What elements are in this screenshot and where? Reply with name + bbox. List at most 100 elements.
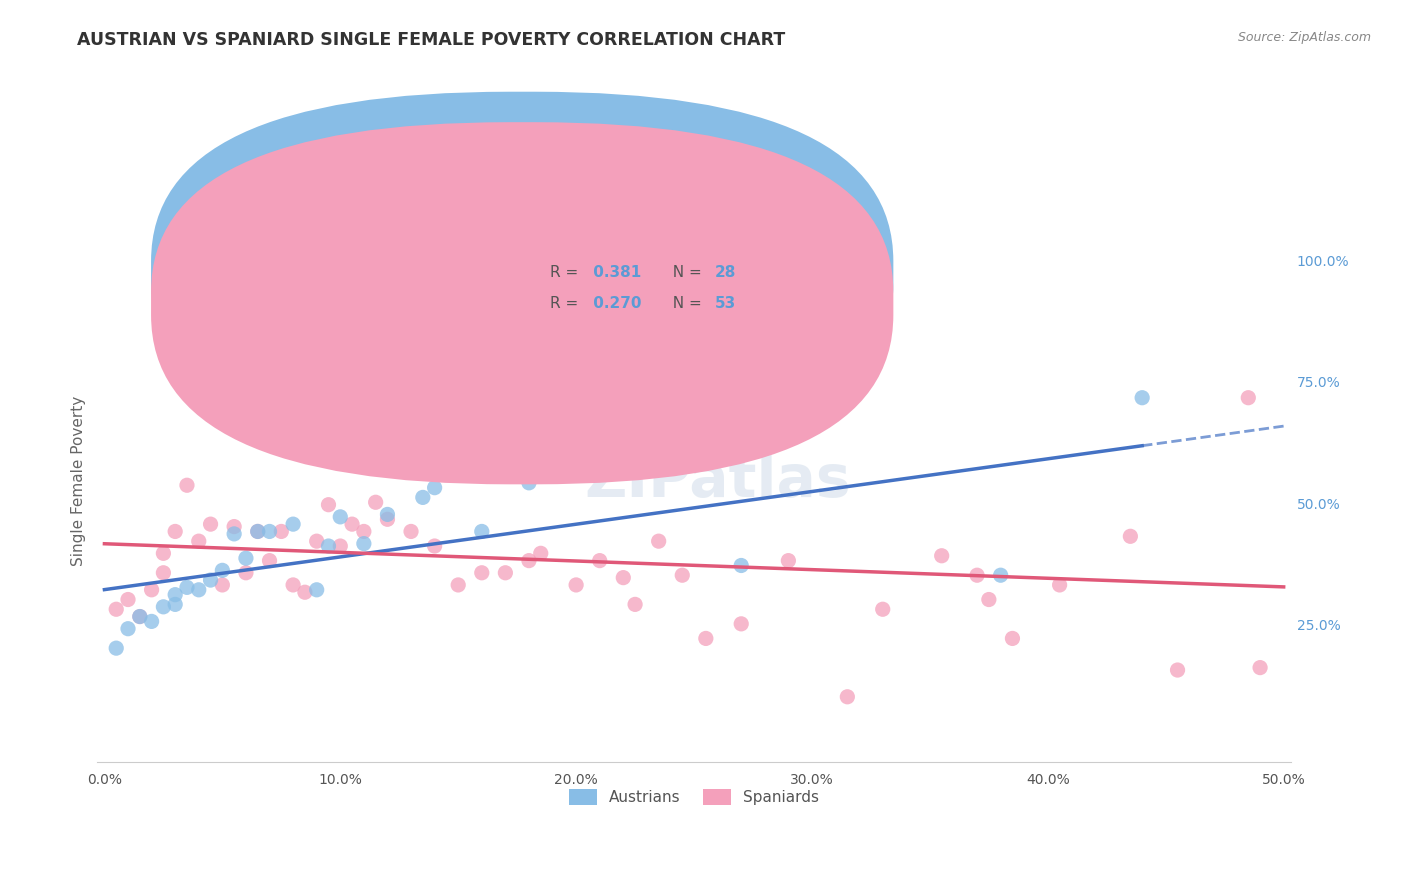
Point [152, 599, 174, 614]
Point [200, 573, 222, 587]
Point [187, 582, 209, 597]
Text: 25.0%: 25.0% [1296, 619, 1340, 633]
Point [211, 578, 233, 592]
Point [553, 254, 575, 268]
Point [1119, 529, 1142, 543]
FancyBboxPatch shape [150, 92, 893, 454]
Point [117, 592, 139, 607]
Point [340, 517, 363, 532]
Y-axis label: Single Female Poverty: Single Female Poverty [72, 395, 86, 566]
FancyBboxPatch shape [499, 264, 768, 334]
Point [235, 566, 257, 580]
Point [423, 481, 446, 495]
Point [377, 512, 399, 526]
Point [612, 571, 634, 585]
Point [872, 602, 894, 616]
Point [837, 690, 859, 704]
Point [165, 588, 187, 602]
Point [624, 598, 647, 612]
Point [270, 524, 292, 539]
Point [318, 539, 340, 553]
Text: R =: R = [550, 296, 582, 310]
Point [412, 491, 434, 505]
Point [517, 554, 540, 568]
Point [541, 422, 564, 436]
Point [117, 622, 139, 636]
Point [176, 580, 198, 594]
Text: AUSTRIAN VS SPANIARD SINGLE FEMALE POVERTY CORRELATION CHART: AUSTRIAN VS SPANIARD SINGLE FEMALE POVER… [77, 31, 786, 49]
Point [246, 524, 269, 539]
Point [152, 546, 174, 560]
Point [377, 508, 399, 522]
Point [1001, 632, 1024, 646]
Point [671, 568, 693, 582]
Point [730, 616, 752, 631]
Point [224, 519, 246, 533]
Point [141, 582, 163, 597]
Point [530, 546, 553, 560]
Point [977, 592, 1000, 607]
Point [259, 524, 281, 539]
Point [423, 539, 446, 553]
Point [364, 495, 387, 509]
Point [931, 549, 953, 563]
Point [778, 554, 800, 568]
Point [471, 524, 494, 539]
Point [176, 478, 198, 492]
Text: 53: 53 [714, 296, 735, 310]
Text: N =: N = [664, 296, 707, 310]
Text: 75.0%: 75.0% [1296, 376, 1340, 390]
Point [471, 566, 494, 580]
Text: Source: ZipAtlas.com: Source: ZipAtlas.com [1237, 31, 1371, 45]
Point [165, 598, 187, 612]
Point [246, 524, 269, 539]
Legend: Austrians, Spaniards: Austrians, Spaniards [562, 783, 825, 811]
Point [1049, 578, 1071, 592]
Point [105, 602, 128, 616]
Point [647, 534, 669, 549]
Point [200, 517, 222, 532]
Point [259, 554, 281, 568]
Point [353, 536, 375, 550]
Point [294, 585, 316, 599]
Text: N =: N = [664, 265, 707, 280]
Point [165, 524, 187, 539]
Point [1167, 663, 1189, 677]
Point [141, 615, 163, 629]
Point [329, 509, 352, 524]
FancyBboxPatch shape [150, 122, 893, 484]
Text: 100.0%: 100.0% [1296, 254, 1350, 268]
Point [305, 582, 328, 597]
Text: R =: R = [550, 265, 582, 280]
Point [1249, 660, 1271, 674]
Point [1130, 391, 1153, 405]
Text: 0.270: 0.270 [588, 296, 641, 310]
Point [105, 641, 128, 656]
Point [235, 551, 257, 566]
Point [187, 534, 209, 549]
Point [730, 558, 752, 573]
Point [128, 609, 150, 624]
Point [966, 568, 988, 582]
Point [329, 539, 352, 553]
Point [565, 578, 588, 592]
Point [224, 527, 246, 541]
Point [1237, 391, 1260, 405]
Point [353, 524, 375, 539]
Point [281, 578, 304, 592]
Point [152, 566, 174, 580]
Point [305, 534, 328, 549]
Point [695, 632, 717, 646]
Point [589, 554, 612, 568]
Text: 28: 28 [714, 265, 735, 280]
Point [494, 566, 516, 580]
Point [318, 498, 340, 512]
Text: ZIPatlas: ZIPatlas [585, 452, 851, 508]
Point [447, 578, 470, 592]
Point [990, 568, 1012, 582]
Text: 50.0%: 50.0% [1296, 498, 1340, 512]
Point [517, 475, 540, 490]
Point [281, 517, 304, 532]
Point [211, 563, 233, 577]
Text: 0.381: 0.381 [588, 265, 641, 280]
